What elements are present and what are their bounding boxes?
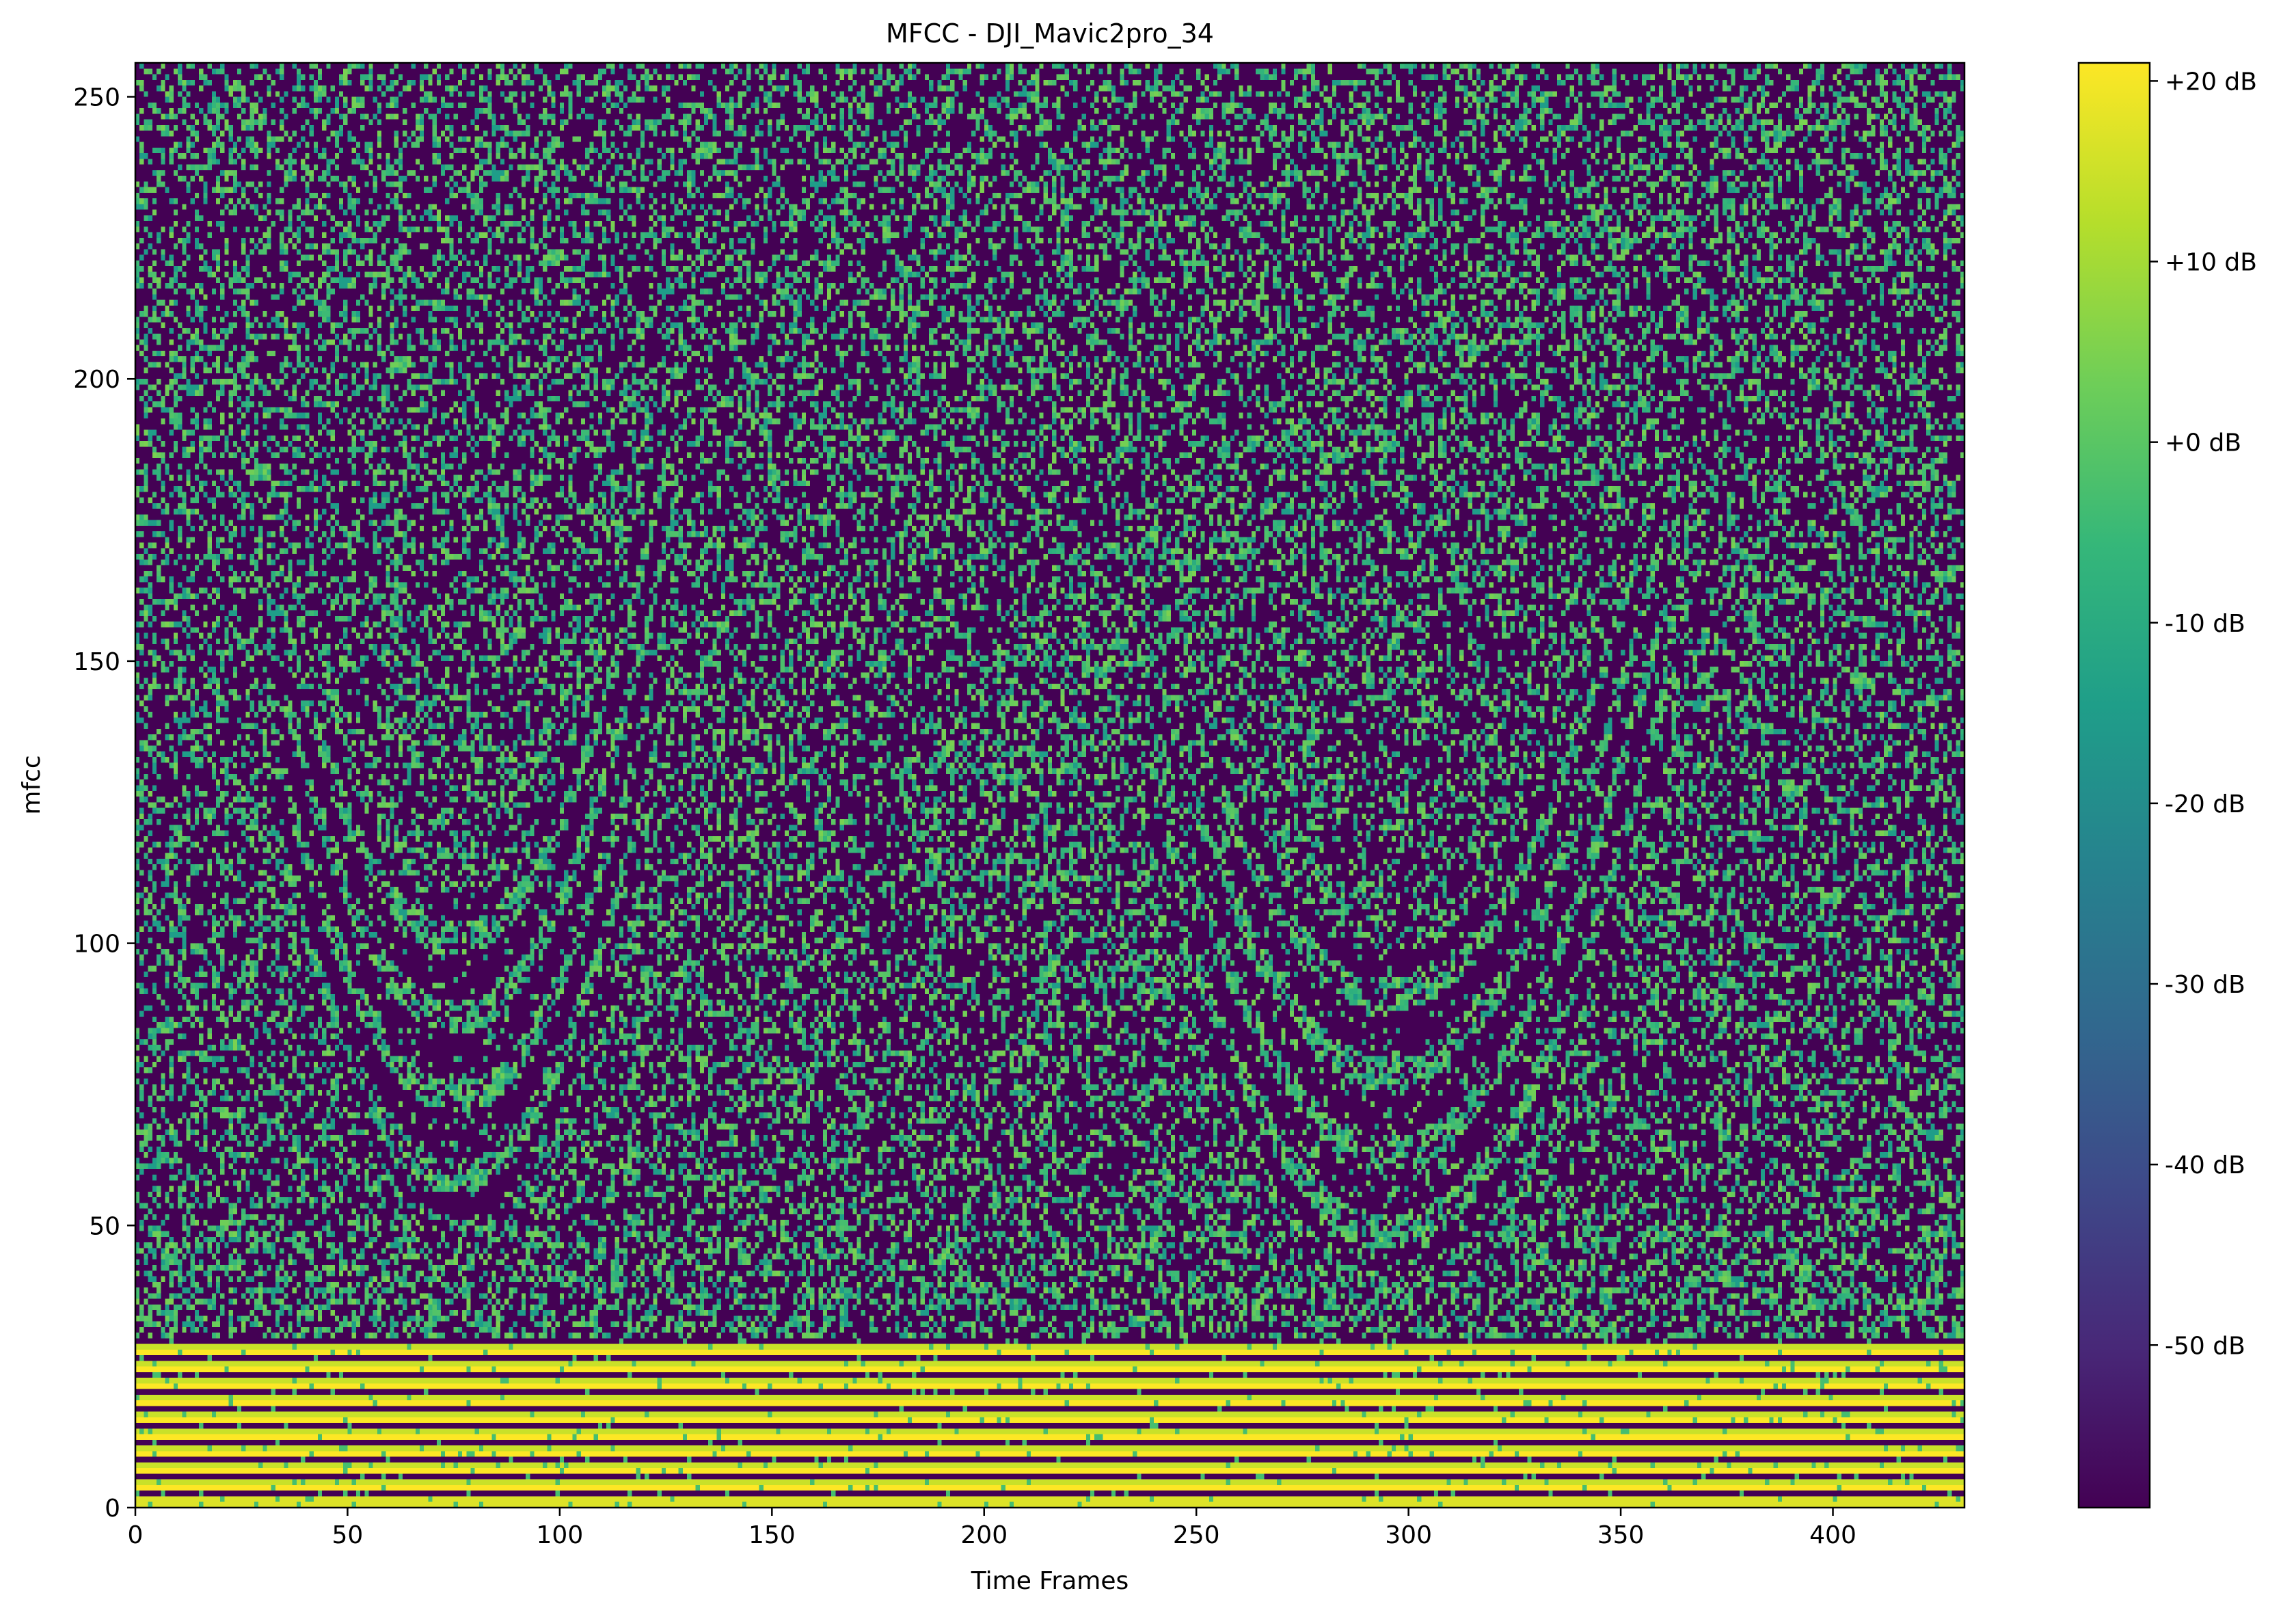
- x-tick-label: 200: [960, 1521, 1008, 1549]
- y-tick-label: 200: [73, 366, 120, 394]
- y-tick-label: 100: [73, 931, 120, 959]
- colorbar-tick-label: -50 dB: [2165, 1332, 2245, 1360]
- x-tick-label: 400: [1809, 1521, 1856, 1549]
- heatmap-cells: [135, 63, 1964, 1508]
- colorbar-tick-label: -10 dB: [2165, 610, 2245, 638]
- y-tick-label: 150: [73, 648, 120, 676]
- heatmap-plot-area: [134, 62, 1966, 1509]
- colorbar-tick-label: -30 dB: [2165, 971, 2245, 999]
- plot-frame: [134, 62, 1966, 1509]
- colorbar-gradient: [2079, 63, 2150, 1508]
- y-axis-label: mfcc: [18, 755, 46, 814]
- x-tick-label: 350: [1597, 1521, 1645, 1549]
- heatmap-raster: [135, 63, 1964, 1508]
- colorbar-tick-label: +0 dB: [2165, 429, 2241, 457]
- colorbar-ticks: -50 dB -40 dB -30 dB -20 dB -10 dB +0 dB +10 d…: [2150, 68, 2257, 1360]
- colorbar-tick-label: -40 dB: [2165, 1151, 2245, 1179]
- x-tick-label: 300: [1385, 1521, 1432, 1549]
- colorbar-tick-label: +10 dB: [2165, 249, 2257, 277]
- x-axis-label: Time Frames: [971, 1567, 1129, 1595]
- chart-title: MFCC - DJI_Mavic2pro_34: [886, 18, 1214, 49]
- colorbar-tick-label: +20 dB: [2165, 68, 2257, 96]
- x-axis: 0 50 100 150 200 250 300 350 400: [128, 1508, 1856, 1549]
- colorbar-frame: [2077, 62, 2151, 1509]
- x-tick-label: 50: [332, 1521, 364, 1549]
- y-axis: 0 50 100 150 200 250: [73, 84, 135, 1523]
- y-tick-label: 0: [105, 1495, 120, 1523]
- x-tick-label: 150: [748, 1521, 796, 1549]
- colorbar-tick-label: -20 dB: [2165, 790, 2245, 818]
- colorbar: -50 dB -40 dB -30 dB -20 dB -10 dB +0 dB +10 d…: [2077, 62, 2257, 1509]
- x-tick-label: 0: [128, 1521, 144, 1549]
- x-tick-label: 250: [1173, 1521, 1220, 1549]
- y-tick-label: 50: [89, 1212, 120, 1240]
- y-tick-label: 250: [73, 84, 120, 112]
- x-tick-label: 100: [537, 1521, 584, 1549]
